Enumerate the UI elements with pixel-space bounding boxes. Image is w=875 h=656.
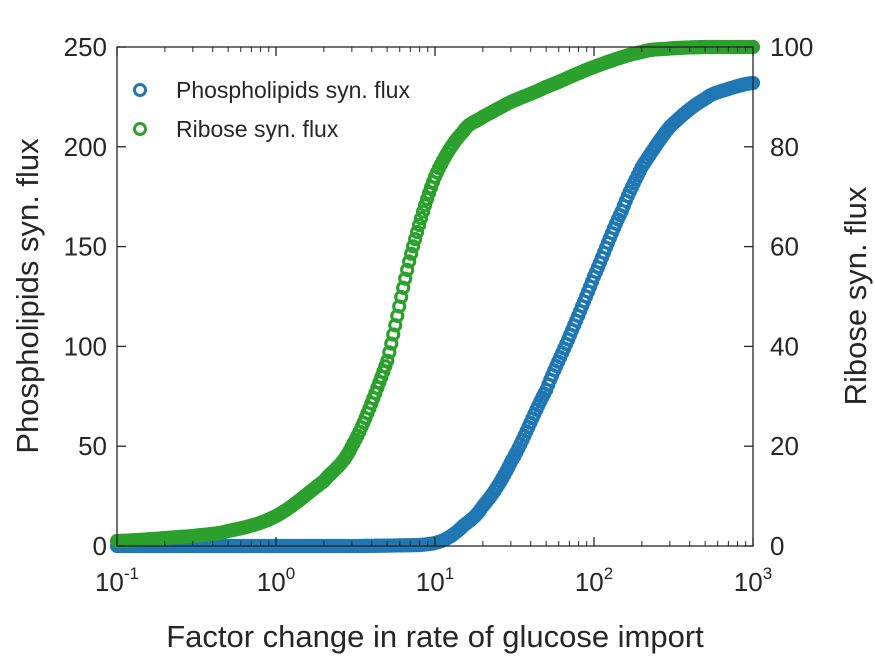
y-right-axis-title: Ribose syn. flux [838,186,873,405]
y-left-axis-title: Phospholipids syn. flux [10,138,45,454]
x-tick-label: 103 [734,564,772,597]
y-right-tick-label: 20 [770,431,799,461]
x-tick-label: 100 [257,564,295,597]
data-point [417,198,433,213]
data-point [380,353,395,368]
y-right-tick-label: 0 [770,531,784,561]
y-left-tick-label: 200 [64,132,107,162]
data-point [402,254,417,269]
data-point [410,224,425,240]
y-left-tick-label: 150 [64,232,107,262]
x-tick-label: 10-1 [95,564,139,597]
y-left-tick-label: 50 [78,431,107,461]
x-tick-label: 101 [416,564,454,597]
legend-label-phospholipids: Phospholipids syn. flux [176,77,410,103]
data-point [415,204,431,219]
legend-marker-phospholipids [133,83,147,97]
data-point [413,211,429,226]
data-point [398,271,413,286]
y-right-tick-label: 80 [770,132,799,162]
data-point [382,345,397,360]
y-left-tick-label: 100 [64,331,107,361]
y-right-tick-label: 40 [770,331,799,361]
data-point [400,262,415,277]
data-point [384,336,399,351]
legend-marker-ribose [133,122,147,136]
plot-area-background [117,47,753,546]
y-left-tick-label: 250 [64,32,107,62]
tick-label-layer: 10-1 100 101 102 103050100150200250020406080… [64,32,814,597]
data-point [406,239,421,254]
y-right-tick-label: 60 [770,232,799,262]
data-point [412,217,427,233]
data-point [408,231,423,247]
x-axis-title: Factor change in rate of glucose import [166,619,704,654]
data-point [404,246,419,261]
tick-layer [116,46,754,547]
legend: Phospholipids syn. flux Ribose syn. flux [133,77,410,142]
x-tick-label: 102 [575,564,613,597]
y-right-tick-label: 100 [770,32,813,62]
y-left-tick-label: 0 [93,531,107,561]
legend-label-ribose: Ribose syn. flux [176,116,339,142]
